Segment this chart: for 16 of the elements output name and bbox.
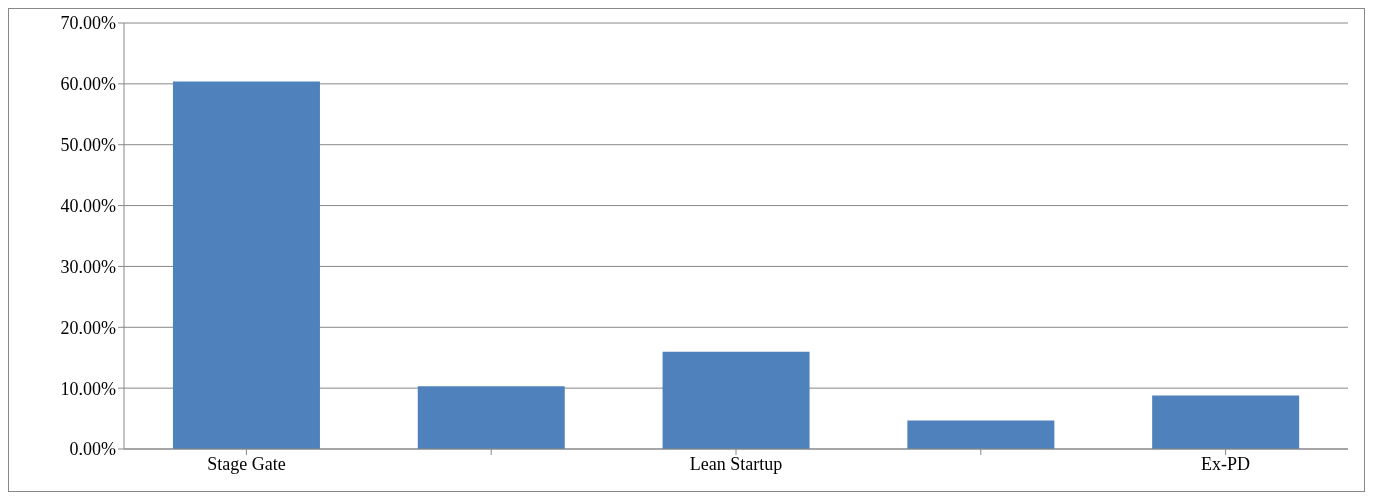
y-tick-label: 60.00%	[60, 74, 116, 95]
x-tick-label: Lean Startup	[689, 453, 783, 474]
bar	[1152, 395, 1300, 449]
x-tick-label: Stage Gate	[207, 453, 286, 474]
y-tick-label: 40.00%	[60, 195, 116, 216]
y-tick-label: 30.00%	[60, 256, 116, 277]
bar	[907, 420, 1055, 449]
y-tick-label: 70.00%	[60, 13, 116, 34]
y-tick-label: 50.00%	[60, 135, 116, 156]
y-tick-label: 0.00%	[69, 439, 116, 460]
y-tick-label: 10.00%	[60, 378, 116, 399]
bar	[172, 81, 320, 449]
y-tick-label: 20.00%	[60, 317, 116, 338]
x-tick-label: Ex-PD	[1201, 453, 1251, 474]
bar	[417, 386, 565, 449]
bar	[662, 351, 810, 449]
